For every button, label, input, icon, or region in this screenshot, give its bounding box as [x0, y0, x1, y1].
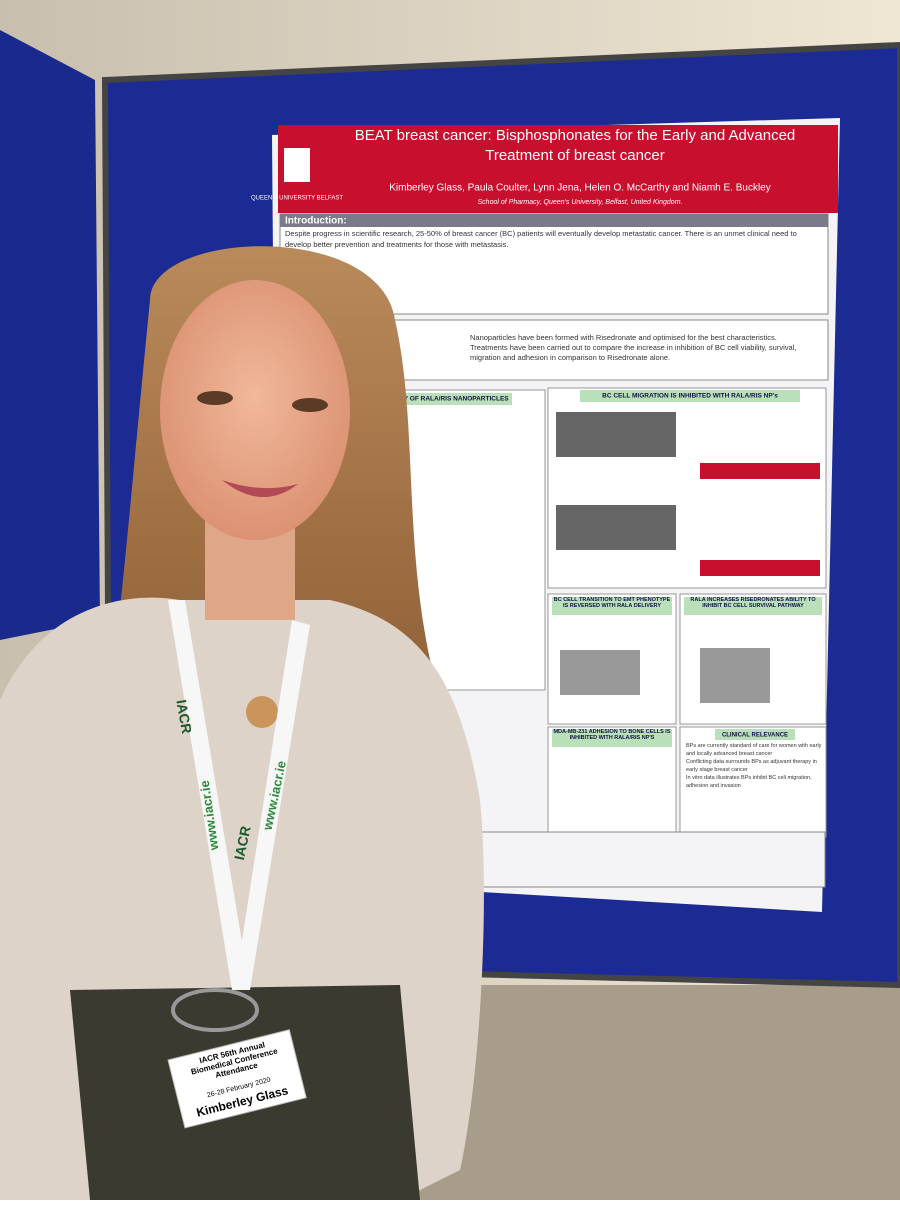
- section-box: MDA-MB-231 ADHESION TO BONE CELLS IS INH…: [553, 729, 671, 741]
- panel: [679, 726, 827, 838]
- result-banner: [700, 560, 820, 576]
- section-bar: [552, 597, 672, 615]
- aim: Treatments have been carried out to comp…: [470, 343, 797, 362]
- section-bar: [372, 393, 512, 405]
- side-board: [0, 30, 100, 640]
- intro-bar: [280, 214, 828, 227]
- logo-text: QUEEN'S UNIVERSITY BELFAST: [251, 196, 343, 202]
- section-bar: [580, 390, 800, 402]
- badge-clip: [171, 988, 259, 1032]
- poster-title-box: BEAT breast cancer: Bisphosphonates for …: [354, 127, 796, 164]
- aim-box: Treatments have been carried out to comp…: [470, 343, 797, 362]
- badge-card: [167, 1029, 307, 1129]
- western-blot: [560, 650, 640, 695]
- poster: QUEEN'S UNIVERSITY BELFAST BEAT breast c…: [251, 118, 840, 912]
- micrograph: [556, 412, 676, 457]
- section-box: RALA INCREASES RISEDRONATES ABILITY TO I…: [690, 597, 816, 609]
- section-bar: [684, 597, 822, 615]
- clinical-point: BPs are currently standard of care for w…: [686, 743, 822, 757]
- poster-title: BEAT breast cancer: Bisphosphonates for …: [354, 127, 796, 164]
- conclusion-box: [474, 831, 826, 888]
- logo-crest: [284, 148, 310, 182]
- lanyard-strap: [168, 600, 250, 990]
- western-blot: [700, 648, 770, 703]
- poster-affiliation: School of Pharmacy, Queen's University, …: [478, 199, 683, 206]
- intro-box-text: Despite progress in scientific research,…: [285, 229, 797, 249]
- face: [160, 280, 350, 540]
- section-bar: [552, 729, 672, 747]
- poster-header: [278, 125, 838, 213]
- clinical-box: BPs are currently standard of care for w…: [686, 742, 822, 790]
- mouth: [222, 480, 298, 498]
- poster-authors: Kimberley Glass, Paula Coulter, Lynn Jen…: [389, 183, 770, 194]
- lanyard-text: IACR: [173, 698, 195, 734]
- clinical-point: In vitro data illustrates BPs inhibit BC…: [686, 775, 812, 789]
- aim: Nanoparticles have been formed with Rise…: [470, 333, 777, 342]
- section-heading: MDA-MB-231 ADHESION TO BONE CELLS IS INH…: [553, 729, 671, 741]
- lanyard: IACR www.iacr.ie IACR www.iacr.ie: [168, 600, 310, 1032]
- result-banner: [700, 463, 820, 479]
- eye: [197, 391, 233, 405]
- intro-heading: Introduction:: [285, 216, 347, 227]
- section-heading: CLINICAL RELEVANCE: [722, 733, 788, 739]
- clinical-list: BPs are currently standard of care for w…: [686, 742, 822, 790]
- clinical-point: Conflicting data surrounds BPs as adjuva…: [686, 759, 817, 773]
- section-heading: STABILITY OF RALA/RIS NANOPARTICLES: [375, 396, 509, 403]
- intro-text: Despite progress in scientific research,…: [285, 229, 797, 249]
- figure-images: [556, 412, 770, 703]
- section-heading: BC CELL MIGRATION IS INHIBITED WITH RALA…: [602, 393, 778, 400]
- eye: [292, 398, 328, 412]
- section-heading: BC CELL TRANSITION TO EMT PHENOTYPE IS R…: [553, 597, 671, 609]
- section-box: BC CELL TRANSITION TO EMT PHENOTYPE IS R…: [553, 597, 671, 609]
- pendant: [246, 696, 278, 728]
- section-bar: [715, 729, 795, 740]
- lanyard-strap: [235, 620, 310, 990]
- micrograph: [556, 505, 676, 550]
- lanyard-text: IACR: [231, 825, 254, 862]
- badge: IACR 56th Annual Biomedical Conference A…: [167, 1029, 307, 1129]
- section-heading: RALA INCREASES RISEDRONATES ABILITY TO I…: [690, 597, 816, 609]
